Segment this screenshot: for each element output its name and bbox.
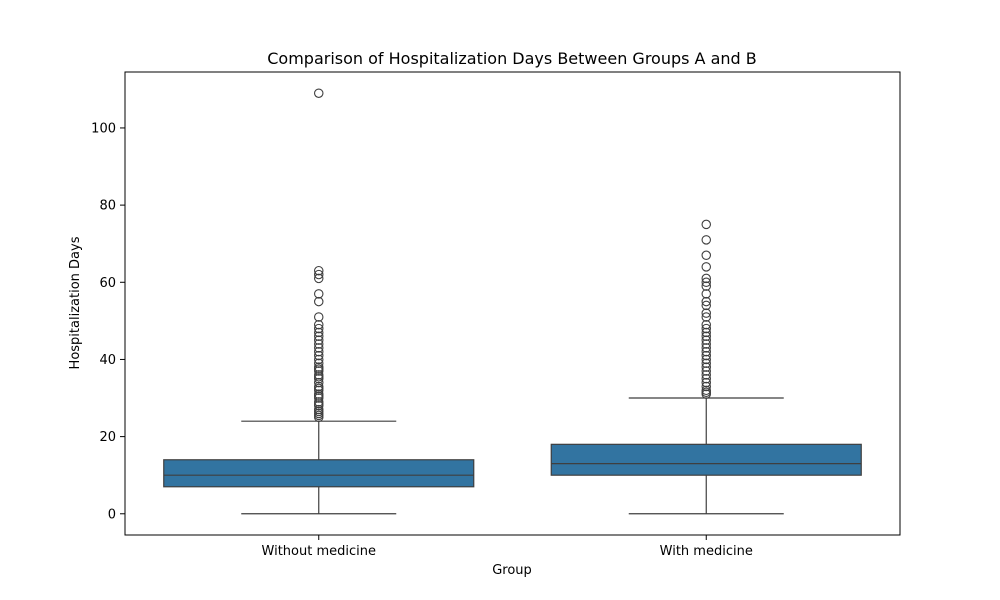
outlier-point (701, 343, 711, 353)
y-tick-label-40: 40 (99, 353, 116, 368)
y-axis: 0 20 40 60 80 100 (91, 121, 125, 522)
outlier-point (701, 385, 711, 396)
outlier-point (313, 370, 324, 380)
y-axis-label: Hospitalization Days (68, 236, 83, 369)
outlier-point (701, 358, 711, 369)
outlier-point (701, 354, 711, 365)
y-tick-label-80: 80 (99, 199, 116, 214)
iqr-box (163, 459, 475, 488)
outlier-point (701, 327, 711, 338)
outlier-point (701, 235, 711, 245)
outlier-point (701, 219, 711, 230)
outlier-point (701, 331, 711, 342)
outlier-point (313, 358, 324, 369)
outlier-point (313, 88, 324, 98)
outlier-point (701, 319, 711, 330)
outlier-point (313, 269, 324, 280)
outlier-point (701, 273, 711, 284)
outlier-point (701, 281, 711, 291)
outlier-point (701, 377, 711, 388)
outlier-point (313, 265, 324, 276)
outlier-point (313, 346, 324, 357)
iqr-box (550, 443, 862, 476)
outlier-point (313, 343, 324, 353)
x-axis: Without medicine With medicine (262, 535, 753, 559)
outlier-point (313, 362, 324, 372)
outlier-point (313, 377, 324, 388)
outlier-point (701, 300, 711, 311)
outlier-point (313, 327, 324, 338)
outlier-point (701, 370, 711, 380)
outlier-point (313, 296, 324, 307)
outlier-point (701, 323, 711, 334)
outlier-point (701, 277, 711, 288)
outlier-point (701, 308, 711, 318)
plot-area (163, 88, 862, 515)
box-group-1 (550, 219, 862, 515)
outlier-point (313, 354, 324, 365)
outlier-point (701, 250, 711, 261)
outlier-point (313, 319, 324, 330)
outlier-point (313, 397, 324, 407)
outlier-point (701, 346, 711, 357)
outlier-point (313, 331, 324, 342)
outlier-point (701, 312, 711, 322)
outlier-point (313, 350, 324, 361)
outlier-point (701, 335, 711, 345)
outlier-point (313, 389, 324, 399)
outlier-point (701, 296, 711, 307)
outlier-point (701, 381, 711, 392)
outlier-point (313, 339, 324, 349)
outlier-point (313, 273, 324, 284)
chart-title: Comparison of Hospitalization Days Betwe… (267, 49, 757, 68)
x-tick-label-1: With medicine (660, 544, 753, 559)
outlier-point (701, 350, 711, 361)
x-tick-label-0: Without medicine (262, 544, 376, 559)
outlier-point (701, 373, 711, 384)
outlier-point (313, 404, 324, 415)
outlier-point (313, 289, 324, 299)
outlier-point (313, 381, 324, 392)
outlier-point (701, 366, 711, 376)
outlier-point (701, 362, 711, 372)
plot-frame (124, 71, 901, 536)
outlier-point (313, 312, 324, 322)
outlier-point (313, 323, 324, 334)
outlier-point (701, 262, 711, 272)
outlier-point (701, 339, 711, 349)
outlier-point (313, 335, 324, 345)
y-tick-label-20: 20 (99, 430, 116, 445)
y-tick-label-100: 100 (91, 121, 116, 136)
y-tick-label-60: 60 (99, 276, 116, 291)
outlier-point (701, 289, 711, 299)
y-tick-label-0: 0 (108, 507, 116, 522)
x-axis-label: Group (492, 563, 532, 578)
box-group-0 (163, 88, 475, 515)
